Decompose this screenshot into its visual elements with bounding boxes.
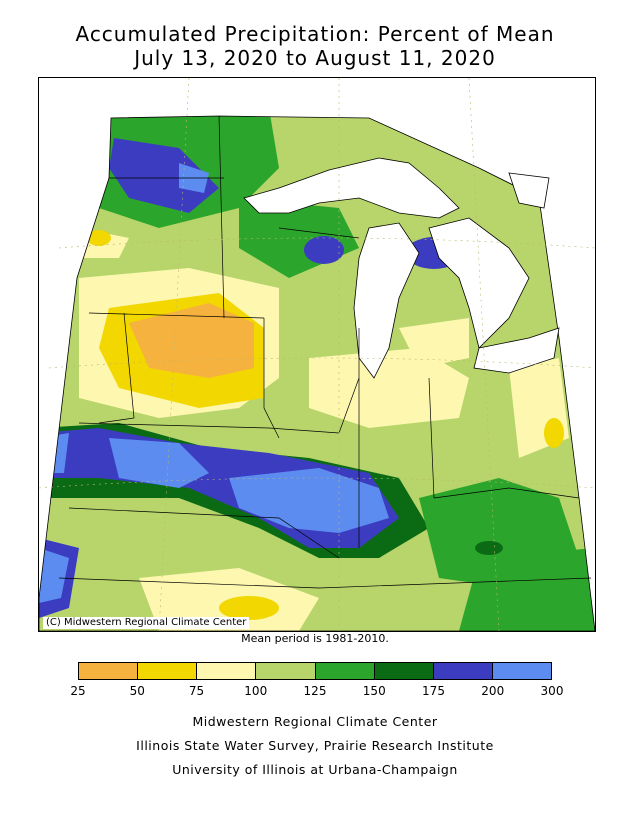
region-outline (39, 115, 595, 631)
legend-swatch-175-200 (433, 663, 493, 679)
gridline-lon-1 (158, 78, 190, 631)
footer-organization: Midwestern Regional Climate Center (192, 714, 438, 729)
map-title: Accumulated Precipitation: Percent of Me… (75, 22, 555, 46)
field-nd-yellow (87, 230, 111, 246)
legend-swatch-25-50 (79, 663, 139, 679)
lake-michigan (353, 222, 420, 379)
map-canvas (39, 78, 595, 631)
map-credit: (C) Midwestern Regional Climate Center (43, 617, 250, 629)
field-kansas-lightblue (109, 438, 209, 488)
field-oh-yellow (544, 418, 564, 448)
legend-tick-label: 25 (70, 684, 86, 698)
legend-ticks: 25 50 75 100 125 150 175 200 300 (70, 684, 563, 700)
lake-superior (243, 157, 460, 219)
precipitation-map: (C) Midwestern Regional Climate Center (38, 77, 596, 632)
field-se-green2 (459, 548, 595, 631)
boundary-wi-mi (278, 227, 360, 239)
legend-tick-label: 50 (129, 684, 145, 698)
legend-tick-label: 175 (422, 684, 445, 698)
legend-swatch-125-150 (315, 663, 375, 679)
boundary-ne (98, 312, 135, 424)
field-west-lightblue (39, 433, 69, 473)
gridline-lon-3 (468, 78, 500, 631)
lake-ontario-area (508, 172, 550, 209)
legend-tick-label: 125 (303, 684, 327, 698)
boundary-mn-west (218, 115, 225, 319)
field-missouri-lightblue (229, 468, 389, 533)
legend-tick-label: 300 (540, 684, 564, 698)
legend-swatch-100-125 (256, 663, 316, 679)
field-nw-blue (109, 138, 219, 213)
footer-university: University of Illinois at Urbana-Champai… (172, 762, 458, 777)
color-legend (78, 662, 552, 680)
field-south-yellow (219, 596, 279, 620)
field-se-darkgreen (475, 541, 503, 555)
field-il-lightyellow (309, 348, 469, 428)
legend-swatch-75-100 (197, 663, 257, 679)
great-lakes (243, 157, 560, 379)
boundary-ks-mo (68, 507, 340, 559)
lake-erie (473, 327, 560, 374)
footer-survey: Illinois State Water Survey, Prairie Res… (136, 738, 494, 753)
boundary-ia-il (263, 318, 280, 439)
legend-swatch-50-75 (138, 663, 198, 679)
boundary-ky-oh (433, 487, 580, 499)
boundary-south (58, 577, 592, 589)
legend-tick-label: 200 (481, 684, 505, 698)
legend-tick-label: 100 (244, 684, 268, 698)
gridline-lat-2 (48, 357, 595, 369)
field-wi-blue (304, 236, 344, 264)
legend-swatch-200-300 (492, 663, 551, 679)
legend-tick-label: 75 (188, 684, 205, 698)
field-sw-lightblue (39, 548, 69, 603)
lake-huron (428, 217, 530, 349)
legend-tick-label: 150 (362, 684, 386, 698)
map-date-range: July 13, 2020 to August 11, 2020 (134, 46, 496, 70)
boundary-in-oh (428, 377, 435, 499)
gridline-lat-1 (58, 237, 595, 249)
map-grid (39, 78, 595, 631)
mean-period-note: Mean period is 1981-2010. (241, 632, 389, 645)
field-mi-lightyellow (399, 318, 469, 368)
boundary-sd-ne-ia (88, 312, 265, 319)
legend-swatch-150-175 (374, 663, 434, 679)
